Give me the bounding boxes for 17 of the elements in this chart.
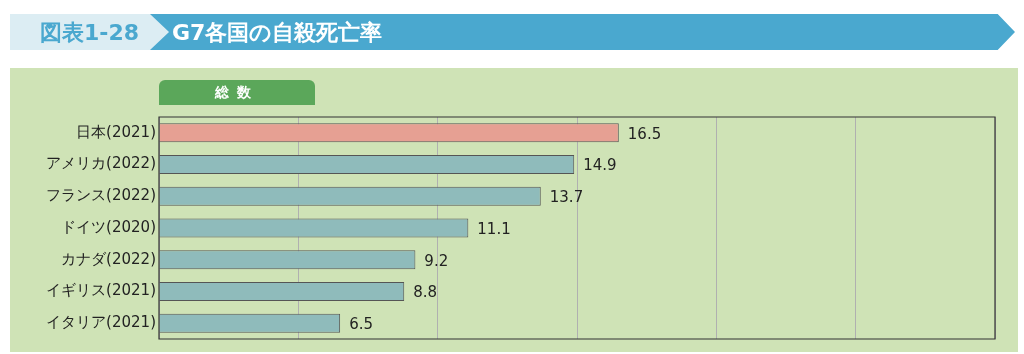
y-tick-label: 日本(2021) bbox=[76, 122, 156, 141]
chart-title: G7各国の自殺死亡率 bbox=[172, 19, 383, 47]
data-label: 14.9 bbox=[583, 156, 617, 175]
data-label: 8.8 bbox=[413, 283, 438, 302]
data-label: 9.2 bbox=[424, 251, 449, 270]
data-label: 11.1 bbox=[477, 219, 511, 238]
y-tick-label: ドイツ(2020) bbox=[61, 217, 156, 236]
y-tick-label: アメリカ(2022) bbox=[46, 154, 156, 173]
data-label: 16.5 bbox=[627, 124, 662, 143]
text: 図表1-28 bbox=[40, 19, 140, 47]
data-label: 6.5 bbox=[349, 315, 373, 334]
y-tick-label: カナダ(2022) bbox=[61, 249, 156, 268]
chart-subtitle: 総数 bbox=[159, 80, 315, 105]
y-tick-label: イタリア(2021) bbox=[46, 313, 156, 332]
y-tick-label: イギリス(2021) bbox=[46, 281, 156, 300]
data-label: 13.7 bbox=[549, 188, 584, 207]
y-tick-label: フランス(2022) bbox=[46, 186, 156, 205]
